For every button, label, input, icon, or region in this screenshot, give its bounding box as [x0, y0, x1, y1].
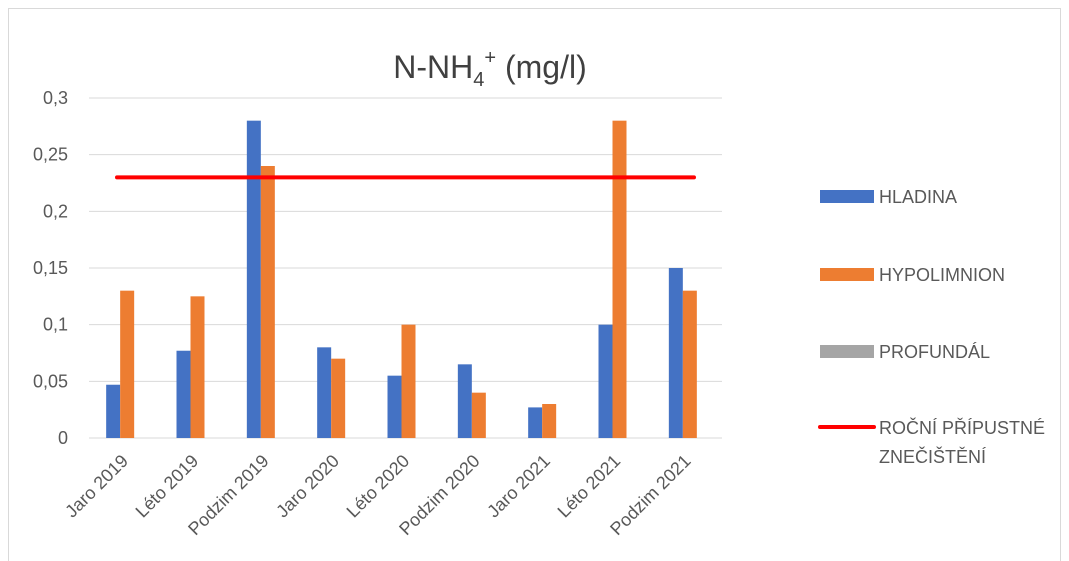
bar-hypolimnion [190, 296, 205, 438]
bar-hladina [457, 364, 472, 438]
legend-label: PROFUNDÁL [879, 342, 990, 362]
legend-label: HLADINA [879, 187, 957, 207]
legend-label: ROČNÍ PŘÍPUSTNÉ [879, 417, 1045, 438]
y-axis: 0 0,05 0,1 0,15 0,2 0,25 0,3 [33, 88, 68, 448]
bar-hladina [176, 350, 191, 438]
legend-label: ZNEČIŠTĚNÍ [879, 446, 986, 467]
bar-hypolimnion [542, 404, 557, 438]
x-tick-label: Jaro 2020 [272, 451, 343, 522]
legend-swatch-hypolimnion [820, 268, 874, 281]
chart-title-subscript: 4 [473, 69, 484, 91]
y-tick-label: 0 [58, 428, 68, 448]
bar-hladina [317, 347, 332, 438]
x-tick-label: Léto 2020 [343, 451, 414, 522]
bar-hypolimnion [471, 392, 486, 438]
chart-frame [8, 8, 1061, 561]
chart-title-unit: (mg/l) [496, 49, 587, 85]
y-tick-label: 0,25 [33, 145, 68, 165]
y-tick-label: 0,3 [43, 88, 68, 108]
bar-hypolimnion [260, 166, 275, 438]
bar-hypolimnion [682, 290, 697, 438]
bar-hladina [668, 268, 683, 438]
y-tick-label: 0,05 [33, 371, 68, 391]
bar-hladina [106, 384, 121, 438]
bar-hypolimnion [401, 324, 416, 438]
chart-title-main: N-NH [393, 49, 473, 85]
chart-title-superscript: + [484, 47, 496, 69]
bars [106, 120, 697, 439]
x-tick-label: Léto 2021 [554, 451, 625, 522]
x-tick-label: Jaro 2019 [61, 451, 132, 522]
chart-title: N-NH4+ (mg/l) [393, 47, 586, 91]
bar-hladina [598, 324, 613, 438]
bar-hladina [246, 120, 261, 439]
x-tick-label: Jaro 2021 [483, 451, 554, 522]
y-tick-label: 0,2 [43, 201, 68, 221]
x-tick-label: Léto 2019 [132, 451, 203, 522]
y-tick-label: 0,1 [43, 315, 68, 335]
legend-swatch-profundál [820, 345, 874, 358]
bar-hladina [528, 407, 543, 438]
legend-label: HYPOLIMNION [879, 265, 1005, 285]
bar-hypolimnion [331, 358, 346, 438]
y-tick-label: 0,15 [33, 258, 68, 278]
legend-swatch-hladina [820, 190, 874, 203]
bar-hypolimnion [612, 120, 627, 439]
legend: HLADINA HYPOLIMNION PROFUNDÁL ROČNÍ PŘÍPUST… [818, 187, 1045, 467]
bar-hypolimnion [120, 290, 135, 438]
bar-hladina [387, 375, 402, 438]
